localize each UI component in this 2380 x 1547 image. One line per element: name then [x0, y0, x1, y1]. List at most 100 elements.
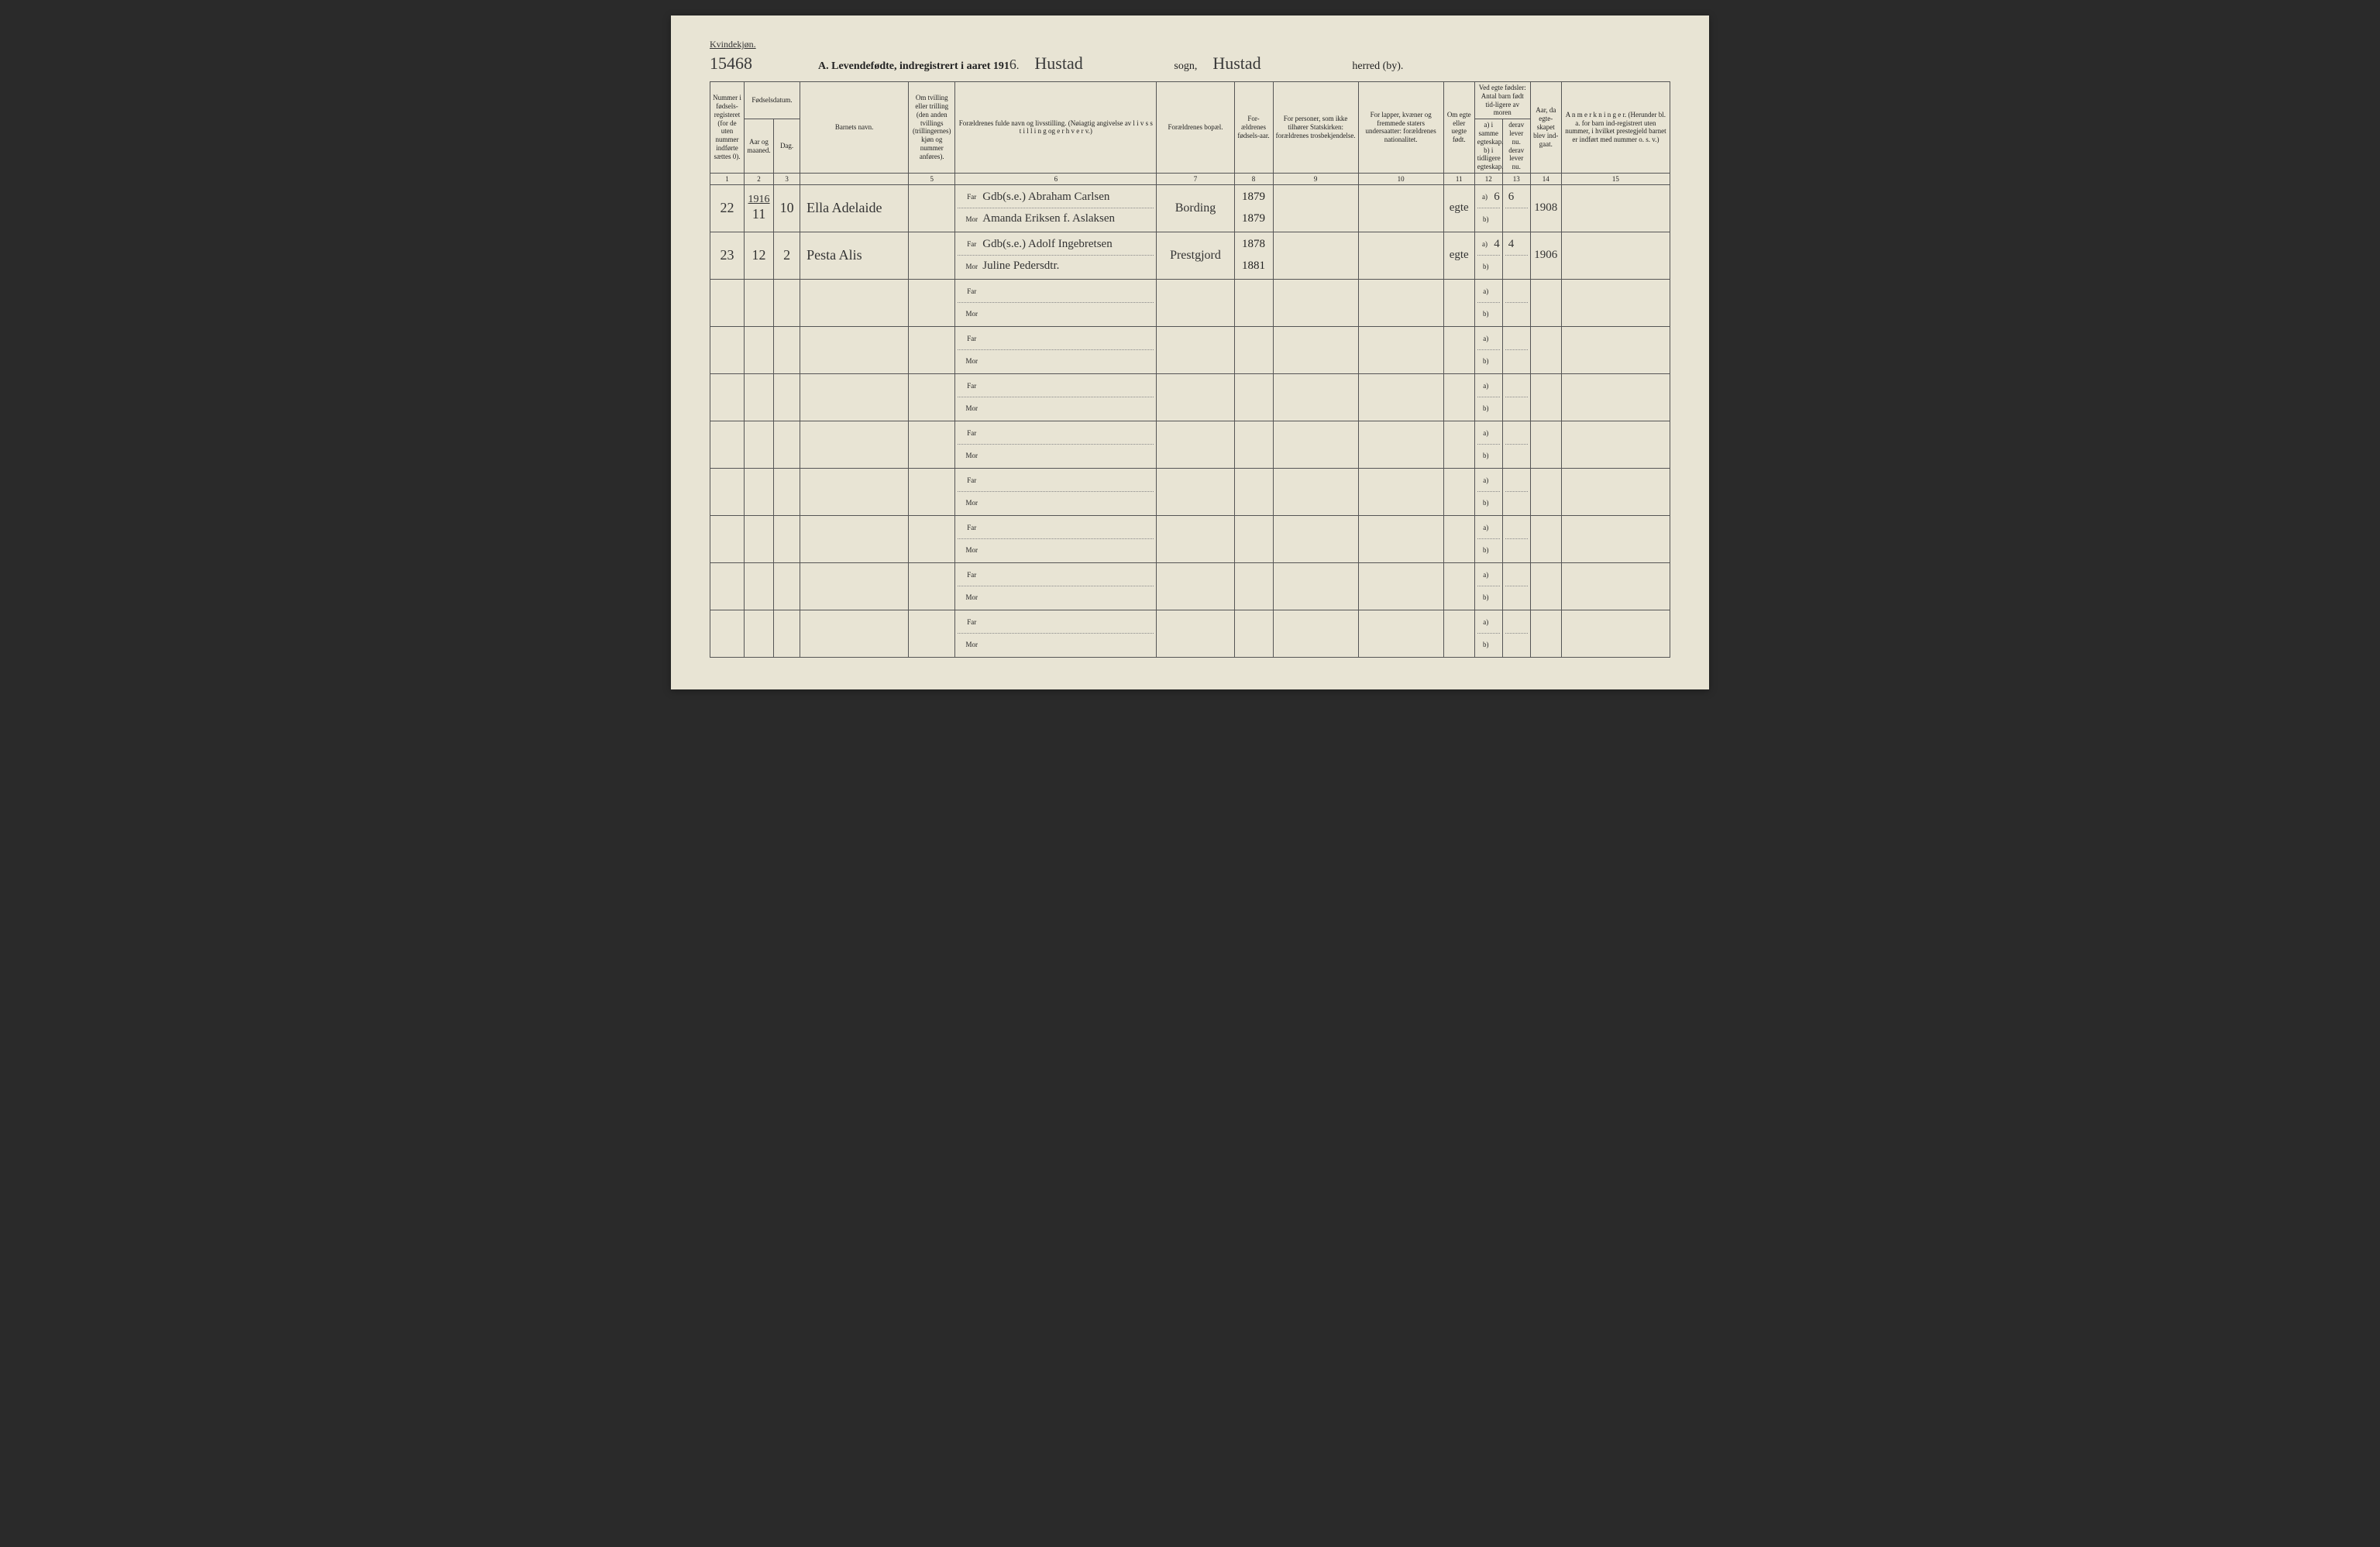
table-row: Far Mor a) b) [710, 610, 1670, 657]
col-header-2b: Dag. [774, 119, 800, 174]
cell-12: a) b) [1474, 515, 1502, 562]
cell-num: 22 [710, 184, 745, 232]
col-header-12a: a) i samme egteskap.b) i tidligere egtes… [1474, 119, 1502, 174]
gender-label: Kvindekjøn. [710, 39, 1670, 50]
cell-14 [1530, 562, 1561, 610]
sogn-label: sogn, [1174, 60, 1197, 73]
cell-13 [1502, 421, 1530, 468]
cell-egte: egte [1443, 232, 1474, 279]
cell-15 [1561, 184, 1670, 232]
col-header-2a: Aar og maaned. [745, 119, 774, 174]
cell-parents: Far Mor [955, 610, 1157, 657]
cell-parents: FarGdb(s.e.) Abraham Carlsen MorAmanda E… [955, 184, 1157, 232]
cell-month [745, 515, 774, 562]
cell-bopael [1157, 468, 1234, 515]
cell-day [774, 562, 800, 610]
cell-c10 [1358, 326, 1443, 373]
cell-c9 [1273, 421, 1358, 468]
cell-c9 [1273, 373, 1358, 421]
table-row: Far Mor a) b) [710, 373, 1670, 421]
cell-c10 [1358, 468, 1443, 515]
cell-num [710, 610, 745, 657]
cell-c9 [1273, 515, 1358, 562]
cell-c9 [1273, 562, 1358, 610]
col-header-11: Om egte eller uegte født. [1443, 82, 1474, 174]
cell-bopael [1157, 326, 1234, 373]
table-row: Far Mor a) b) [710, 468, 1670, 515]
cell-month [745, 326, 774, 373]
table-row: 22 191611 10 Ella Adelaide FarGdb(s.e.) … [710, 184, 1670, 232]
col-header-1: Nummer i fødsels-registeret (for de uten… [710, 82, 745, 174]
cell-parents: Far Mor [955, 562, 1157, 610]
cell-c9 [1273, 468, 1358, 515]
cell-years [1234, 421, 1273, 468]
cell-12: a) b) [1474, 610, 1502, 657]
title-prefix: A. Levendefødte, indregistrert i aaret 1… [818, 57, 1019, 73]
cell-15 [1561, 279, 1670, 326]
cell-name [800, 515, 909, 562]
table-row: Far Mor a) b) [710, 562, 1670, 610]
cell-day [774, 468, 800, 515]
table-row: Far Mor a) b) [710, 515, 1670, 562]
cell-twin [909, 279, 955, 326]
cell-name [800, 373, 909, 421]
cell-14 [1530, 421, 1561, 468]
cell-13 [1502, 562, 1530, 610]
herred-label: herred (by). [1352, 60, 1403, 73]
cell-day [774, 279, 800, 326]
cell-15 [1561, 232, 1670, 279]
cell-parents: FarGdb(s.e.) Adolf Ingebretsen MorJuline… [955, 232, 1157, 279]
cell-12: a)4 b) [1474, 232, 1502, 279]
cell-num [710, 373, 745, 421]
cell-c10 [1358, 610, 1443, 657]
col-header-6: Forældrenes fulde navn og livsstilling. … [955, 82, 1157, 174]
cell-c10 [1358, 421, 1443, 468]
cell-num [710, 468, 745, 515]
cell-month [745, 373, 774, 421]
col-header-8: For-ældrenes fødsels-aar. [1234, 82, 1273, 174]
cell-c9 [1273, 326, 1358, 373]
cell-15 [1561, 326, 1670, 373]
cell-12: a) b) [1474, 562, 1502, 610]
cell-13: 6 [1502, 184, 1530, 232]
table-row: 23 12 2 Pesta Alis FarGdb(s.e.) Adolf In… [710, 232, 1670, 279]
cell-month [745, 279, 774, 326]
col-header-14: Aar, da egte-skapet blev ind-gaat. [1530, 82, 1561, 174]
title-row: 15468 A. Levendefødte, indregistrert i a… [710, 53, 1670, 74]
cell-14: 1906 [1530, 232, 1561, 279]
cell-twin [909, 326, 955, 373]
cell-egte [1443, 279, 1474, 326]
cell-13 [1502, 468, 1530, 515]
cell-14 [1530, 326, 1561, 373]
cell-day: 10 [774, 184, 800, 232]
cell-egte [1443, 373, 1474, 421]
col-header-13: derav lever nu.derav lever nu. [1502, 119, 1530, 174]
cell-13 [1502, 326, 1530, 373]
cell-years [1234, 373, 1273, 421]
register-table: Nummer i fødsels-registeret (for de uten… [710, 81, 1670, 658]
cell-15 [1561, 468, 1670, 515]
cell-15 [1561, 373, 1670, 421]
herred-name: Hustad [1212, 53, 1336, 74]
cell-c10 [1358, 515, 1443, 562]
cell-years [1234, 562, 1273, 610]
cell-day [774, 610, 800, 657]
cell-twin [909, 562, 955, 610]
cell-c10 [1358, 232, 1443, 279]
cell-years [1234, 468, 1273, 515]
table-row: Far Mor a) b) [710, 326, 1670, 373]
cell-month: 12 [745, 232, 774, 279]
cell-bopael [1157, 279, 1234, 326]
col-header-10: For lapper, kvæner og fremmede staters u… [1358, 82, 1443, 174]
col-header-4: Barnets navn. [800, 82, 909, 174]
cell-13 [1502, 279, 1530, 326]
cell-years [1234, 326, 1273, 373]
cell-13 [1502, 610, 1530, 657]
cell-name [800, 468, 909, 515]
cell-14 [1530, 610, 1561, 657]
cell-name [800, 279, 909, 326]
cell-15 [1561, 515, 1670, 562]
col-header-5: Om tvilling eller trilling (den anden tv… [909, 82, 955, 174]
cell-14 [1530, 515, 1561, 562]
cell-bopael [1157, 373, 1234, 421]
